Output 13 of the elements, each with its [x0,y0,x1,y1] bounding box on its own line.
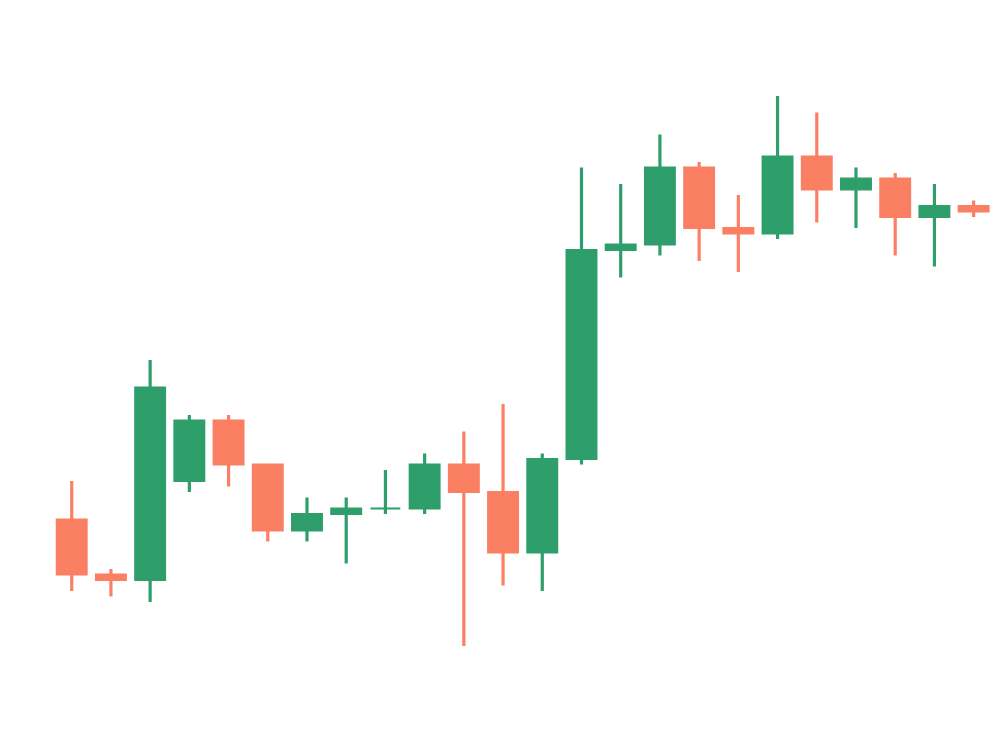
candlestick [212,413,245,489]
candlestick [879,171,912,258]
candlestick [800,110,833,225]
candlestick [604,182,637,280]
candlestick [330,495,363,566]
candlestick [369,468,402,516]
candlestick [840,165,872,230]
candlestick [918,182,951,269]
candlestick [447,429,480,648]
candlestick [291,495,323,544]
candlestick [408,451,441,516]
candlestick [722,193,755,274]
candlestick [94,567,127,599]
